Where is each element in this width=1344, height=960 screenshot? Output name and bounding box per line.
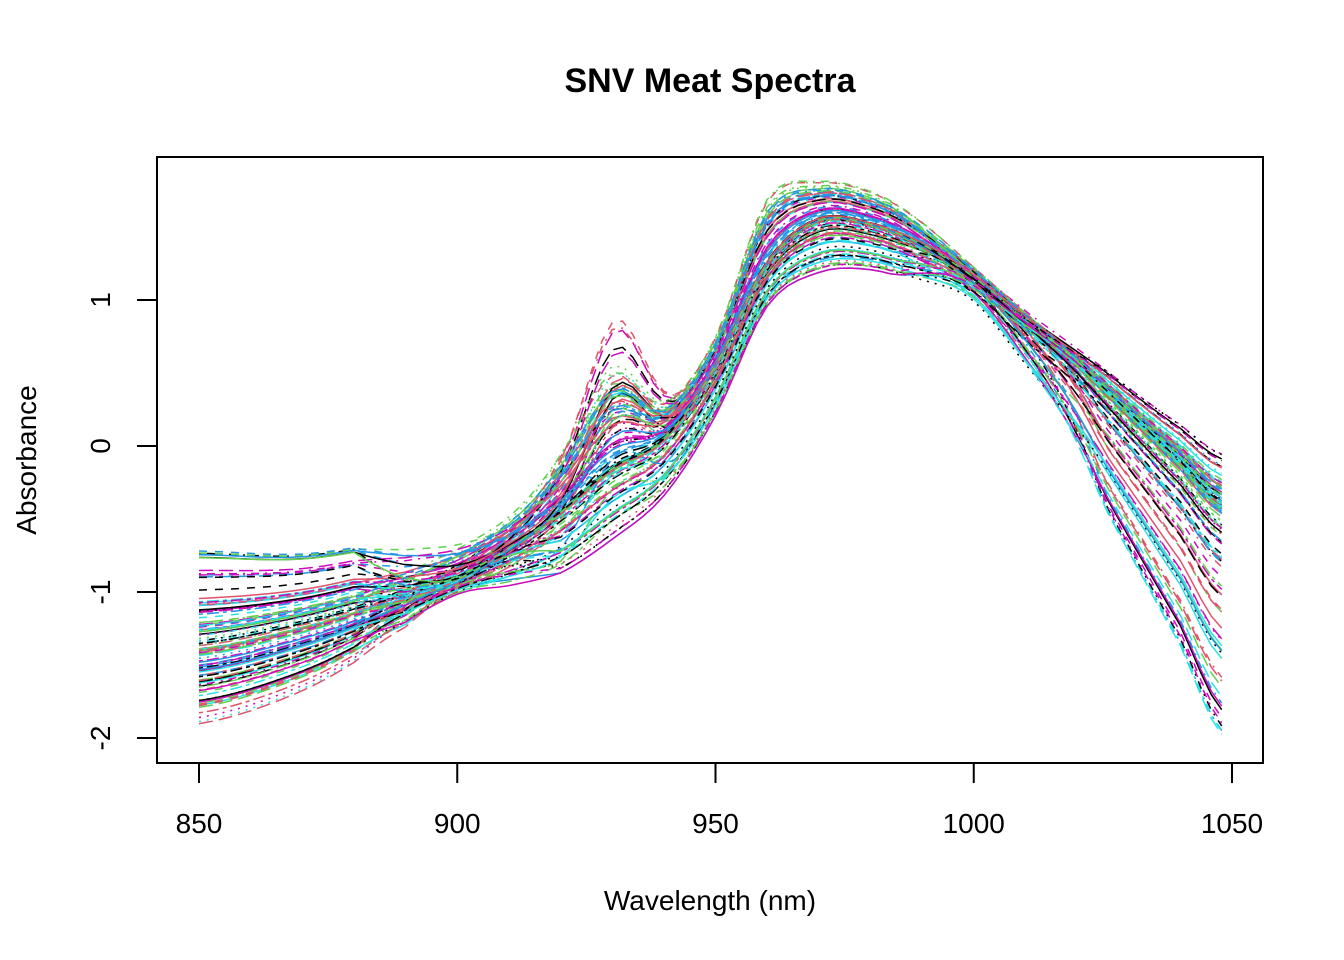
spectrum-line [198,198,1223,671]
spectrum-line [198,187,1223,628]
spectrum-line [198,217,1223,682]
spectrum-line [198,217,1223,652]
spectrum-line [198,193,1223,615]
y-tick-label: 1 [85,292,116,308]
x-tick-label: 1000 [943,808,1005,839]
spectrum-line [198,261,1223,688]
x-axis-label: Wavelength (nm) [604,885,816,916]
spectrum-line [198,253,1223,619]
spectrum-line [198,220,1223,642]
spectrum-line [198,228,1223,635]
spectrum-line [198,196,1223,723]
spectrum-line [198,231,1223,725]
spectrum-line [198,216,1223,676]
spectrum-line [198,200,1223,606]
spectrum-line [198,218,1223,682]
spectrum-line [198,218,1223,735]
spectrum-line [198,263,1223,654]
x-tick-label: 900 [434,808,481,839]
spectrum-line [198,222,1223,662]
spectrum-line [198,263,1223,585]
y-tick-label: -2 [85,726,116,751]
spectrum-line [198,236,1223,640]
series-layer [198,180,1223,735]
spectrum-line [198,230,1223,672]
spectrum-line [198,254,1223,645]
y-tick-label: 0 [85,438,116,454]
spectrum-line [198,237,1223,583]
spectrum-line [198,259,1223,654]
chart-title: SNV Meat Spectra [565,62,857,100]
y-axis: -2 -1 0 1 [85,292,158,751]
spectrum-line [198,204,1223,724]
spectrum-line [198,220,1223,637]
spectrum-line [198,267,1223,692]
y-axis-label: Absorbance [11,385,42,534]
spectrum-line [198,212,1223,644]
spectrum-line [198,216,1223,683]
spectrum-line [198,263,1223,650]
spectrum-line [198,248,1223,631]
x-tick-label: 1050 [1201,808,1263,839]
spectrum-line [198,217,1223,671]
spectrum-line [198,218,1223,688]
spectrum-line [198,214,1223,688]
spectrum-line [198,189,1223,681]
spectrum-line [198,217,1223,568]
y-tick-label: -1 [85,580,116,605]
spectrum-line [198,240,1223,698]
spectrum-line [198,257,1223,673]
spectrum-line [198,248,1223,677]
spectrum-line [198,239,1223,627]
spectrum-line [198,194,1223,666]
spectrum-line [198,208,1223,682]
spectrum-line [198,201,1223,684]
x-tick-label: 950 [692,808,739,839]
spectrum-line [198,226,1223,714]
spectrum-line [198,216,1223,652]
spectrum-line [198,263,1223,654]
spectrum-line [198,254,1223,669]
spectrum-line [198,237,1223,660]
spectrum-line [198,180,1223,624]
x-tick-label: 850 [176,808,223,839]
spectrum-line [198,220,1223,719]
spectrum-line [198,205,1223,677]
spectrum-line [198,249,1223,583]
spectrum-line [198,230,1223,705]
spectrum-line [198,233,1223,627]
spectrum-line [198,232,1223,678]
x-axis: 850 900 950 1000 1050 [176,762,1263,839]
spectrum-line [198,219,1223,732]
spectrum-line [198,211,1223,557]
